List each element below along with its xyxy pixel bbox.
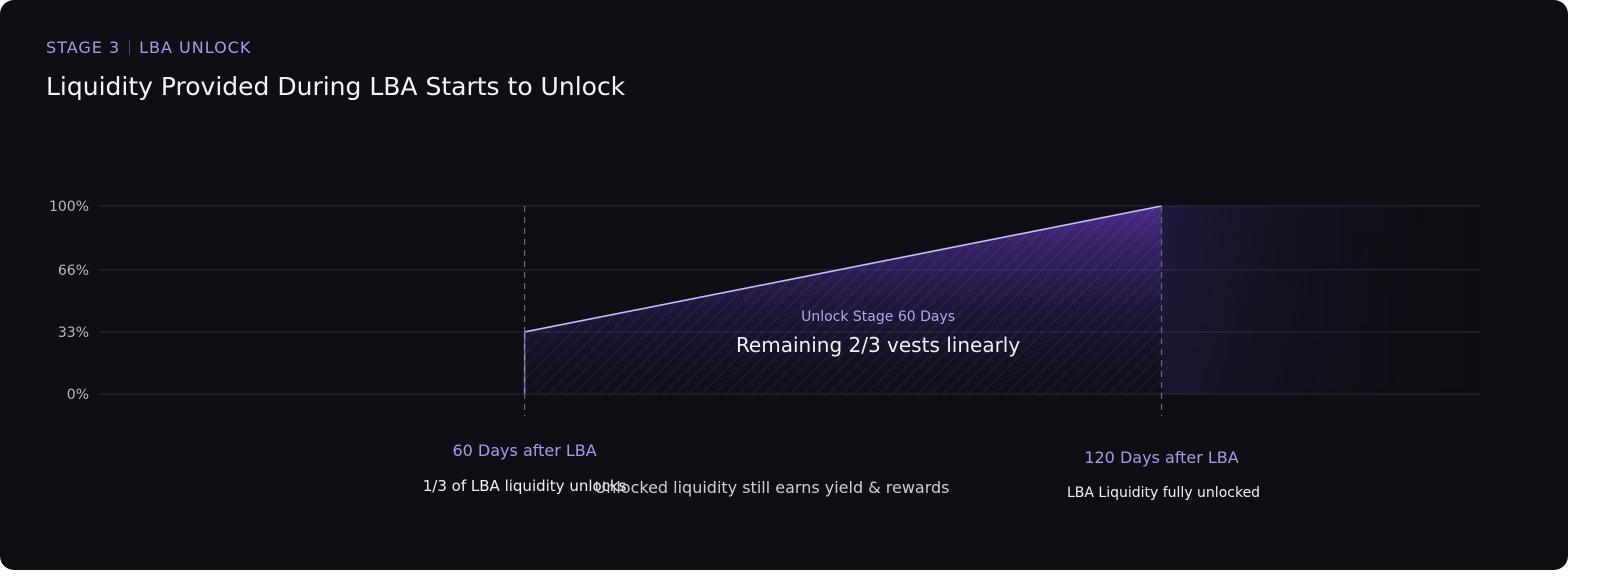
y-tick-label: 66% xyxy=(58,263,89,279)
milestone-label: 60 Days after LBA xyxy=(452,441,596,460)
y-axis-ticks: 0% 33% 66% 100% xyxy=(49,199,89,403)
milestone-description: 1/3 of LBA liquidity unlocks xyxy=(423,477,627,495)
milestones: 60 Days after LBA 1/3 of LBA liquidity un… xyxy=(423,206,1260,501)
milestone-label: 120 Days after LBA xyxy=(1084,448,1238,467)
y-tick-label: 100% xyxy=(49,199,89,215)
region-subtitle: Unlock Stage 60 Days xyxy=(801,309,955,325)
y-tick-label: 33% xyxy=(58,325,89,341)
vesting-line xyxy=(524,205,1162,333)
page-title: Liquidity Provided During LBA Starts to … xyxy=(46,72,626,101)
footer-note: Unlocked liquidity still earns yield & r… xyxy=(594,478,949,497)
stage-number: STAGE 3 xyxy=(46,38,121,57)
unlock-area xyxy=(523,205,1480,394)
stage-phase: LBA UNLOCK xyxy=(139,38,252,57)
region-title: Remaining 2/3 vests linearly xyxy=(736,333,1020,357)
stage-separator xyxy=(129,40,131,55)
unlocked-plateau-area xyxy=(1161,206,1480,394)
y-tick-label: 0% xyxy=(67,387,89,403)
stage-label: STAGE 3 LBA UNLOCK xyxy=(46,38,251,57)
vesting-ramp-hatch xyxy=(524,206,1162,394)
milestone-description: LBA Liquidity fully unlocked xyxy=(1067,485,1260,501)
